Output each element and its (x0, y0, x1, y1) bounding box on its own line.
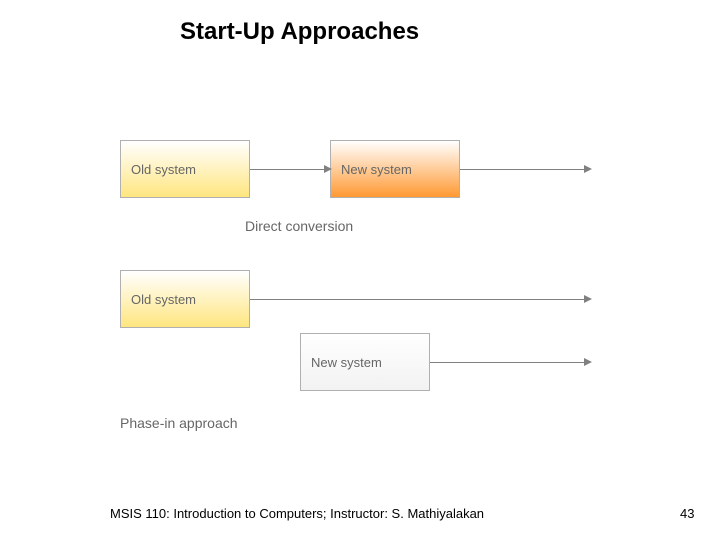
footer-text: MSIS 110: Introduction to Computers; Ins… (110, 506, 484, 521)
arrow-head-icon (584, 358, 592, 366)
arrow-head-icon (584, 165, 592, 173)
diagram-box-label: Old system (131, 162, 196, 177)
arrow-head-icon (324, 165, 332, 173)
diagram-box-label: New system (341, 162, 412, 177)
arrow-line (250, 299, 584, 300)
page-number: 43 (680, 506, 694, 521)
arrow-line (250, 169, 324, 170)
diagram-box: New system (300, 333, 430, 391)
diagram-box-label: Old system (131, 292, 196, 307)
page-title: Start-Up Approaches (180, 18, 419, 46)
arrow-head-icon (584, 295, 592, 303)
arrow-line (430, 362, 584, 363)
diagram-caption: Direct conversion (245, 218, 353, 234)
diagram-box-label: New system (311, 355, 382, 370)
diagram-box: New system (330, 140, 460, 198)
diagram-box: Old system (120, 140, 250, 198)
arrow-line (460, 169, 584, 170)
diagram-caption: Phase-in approach (120, 415, 238, 431)
diagram-box: Old system (120, 270, 250, 328)
